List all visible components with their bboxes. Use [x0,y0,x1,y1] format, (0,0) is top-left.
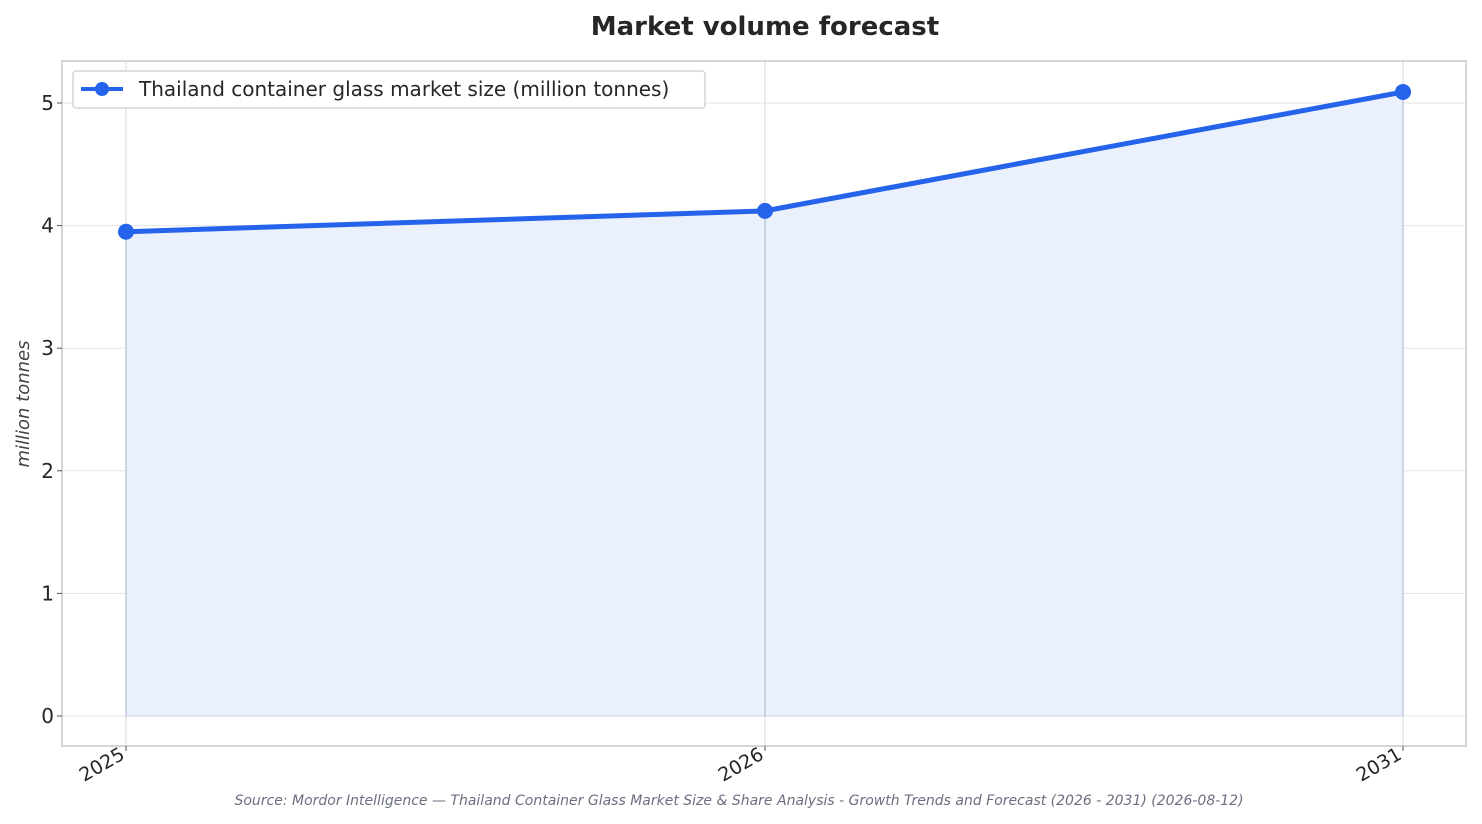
y-axis-label: million tonnes [13,340,34,467]
y-tick-label: 2 [41,459,54,483]
y-tick-label: 1 [41,581,54,605]
x-tick-labels: 2025 2026 2031 [76,743,1406,786]
legend-label: Thailand container glass market size (mi… [138,77,669,101]
data-point-2031 [1395,83,1411,100]
data-point-2026 [757,202,773,219]
y-tick-label: 0 [41,704,54,728]
points-layer [118,83,1411,240]
y-tick-label: 5 [41,91,54,115]
y-tick-label: 4 [41,214,54,238]
x-tick-label-2031: 2031 [1353,743,1406,786]
legend-box [72,70,706,109]
y-tick-label: 3 [41,336,54,360]
y-tick-labels: 0 1 2 3 4 5 [41,91,62,728]
source-note: Source: Mordor Intelligence — Thailand C… [234,793,1243,809]
data-point-2025 [118,223,134,240]
x-tick-label-2025: 2025 [76,743,129,786]
plot-frame [61,60,1467,747]
drop-lines [125,91,1404,716]
x-tick-label-2026: 2026 [715,743,768,786]
legend-marker-swatch [95,82,109,96]
chart-title: Market volume forecast [591,12,939,42]
legend: Thailand container glass market size (mi… [72,70,706,109]
